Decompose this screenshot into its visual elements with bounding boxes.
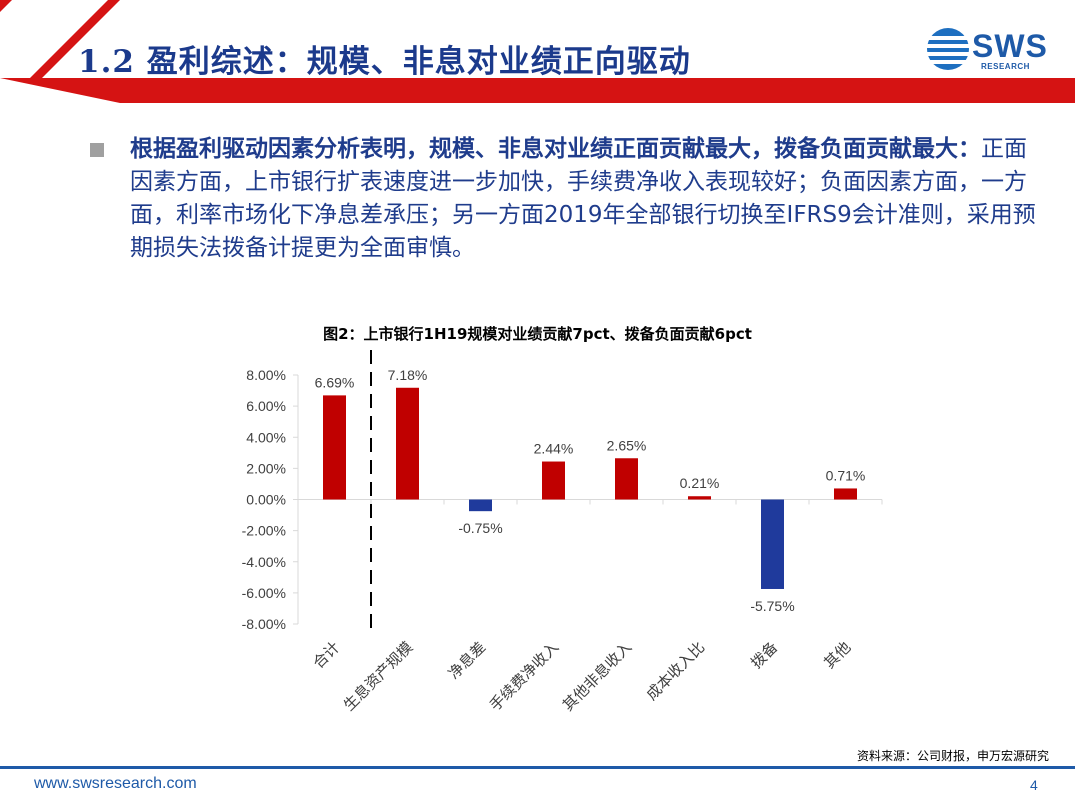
- y-tick-label: 4.00%: [246, 429, 286, 445]
- sws-logo: SWS RESEARCH: [925, 26, 1055, 74]
- bullet-bold-text: 根据盈利驱动因素分析表明，规模、非息对业绩正面贡献最大，拨备负面贡献最大：: [130, 136, 981, 162]
- data-label: 7.18%: [388, 367, 428, 383]
- title-bar-decoration: [0, 0, 1075, 103]
- x-category-label: 手续费净收入: [486, 638, 562, 714]
- x-category-label: 其他非息收入: [559, 638, 635, 714]
- bar-6: [761, 499, 784, 589]
- data-label: 0.21%: [680, 475, 720, 491]
- data-label: 0.71%: [826, 467, 866, 483]
- x-category-label: 净息差: [445, 638, 490, 683]
- data-label: 6.69%: [315, 374, 355, 390]
- footer-url-link[interactable]: www.swsresearch.com: [34, 775, 197, 792]
- bar-5: [688, 496, 711, 500]
- logo-text: SWS: [972, 28, 1048, 64]
- title-bar: 1.2 盈利综述：规模、非息对业绩正向驱动 SWS RESEARCH: [0, 0, 1075, 110]
- y-tick-label: 6.00%: [246, 398, 286, 414]
- bar-0: [323, 395, 346, 500]
- bar-4: [615, 458, 638, 500]
- y-tick-label: -6.00%: [242, 585, 286, 601]
- source-note: 资料来源：公司财报，申万宏源研究: [856, 749, 1049, 763]
- x-category-label: 生息资产规模: [340, 638, 416, 714]
- bullet-square-icon: [90, 143, 104, 157]
- bar-3: [542, 461, 565, 500]
- bar-chart: 8.00% 6.00% 4.00% 2.00% 0.00% -2.00% -4.00% -6.…: [242, 350, 883, 714]
- data-label: 2.65%: [607, 437, 647, 453]
- y-tick-label: -4.00%: [242, 554, 286, 570]
- y-tick-label: 2.00%: [246, 460, 286, 476]
- bar-1: [396, 387, 419, 500]
- page-title: 1.2 盈利综述：规模、非息对业绩正向驱动: [78, 44, 691, 80]
- data-label: -5.75%: [750, 598, 794, 614]
- x-category-label: 合计: [309, 638, 343, 672]
- y-tick-label: 0.00%: [246, 492, 286, 508]
- data-label: -0.75%: [458, 520, 502, 536]
- y-tick-label: -2.00%: [242, 523, 286, 539]
- footer-divider: [0, 766, 1075, 769]
- y-tick-label: 8.00%: [246, 367, 286, 383]
- data-label: 2.44%: [534, 441, 574, 457]
- y-tick-label: -8.00%: [242, 616, 286, 632]
- bullet-body-text: 正面因素方面，上市银行扩表速度进一步加快，手续费净收入表现较好；负面因素方面，一…: [130, 136, 1036, 261]
- globe-icon: [927, 28, 969, 70]
- bar-7: [834, 488, 857, 500]
- x-category-label: 拨备: [747, 638, 781, 672]
- page-number: 4: [1030, 777, 1038, 793]
- logo-subtext: RESEARCH: [981, 62, 1030, 71]
- x-category-label: 其他: [820, 638, 854, 672]
- chart-title: 图2：上市银行1H19规模对业绩贡献7pct、拨备负面贡献6pct: [323, 325, 752, 343]
- bar-2: [469, 499, 492, 512]
- bullet-paragraph: 根据盈利驱动因素分析表明，规模、非息对业绩正面贡献最大，拨备负面贡献最大：正面因…: [130, 133, 1040, 265]
- x-category-label: 成本收入比: [643, 638, 709, 704]
